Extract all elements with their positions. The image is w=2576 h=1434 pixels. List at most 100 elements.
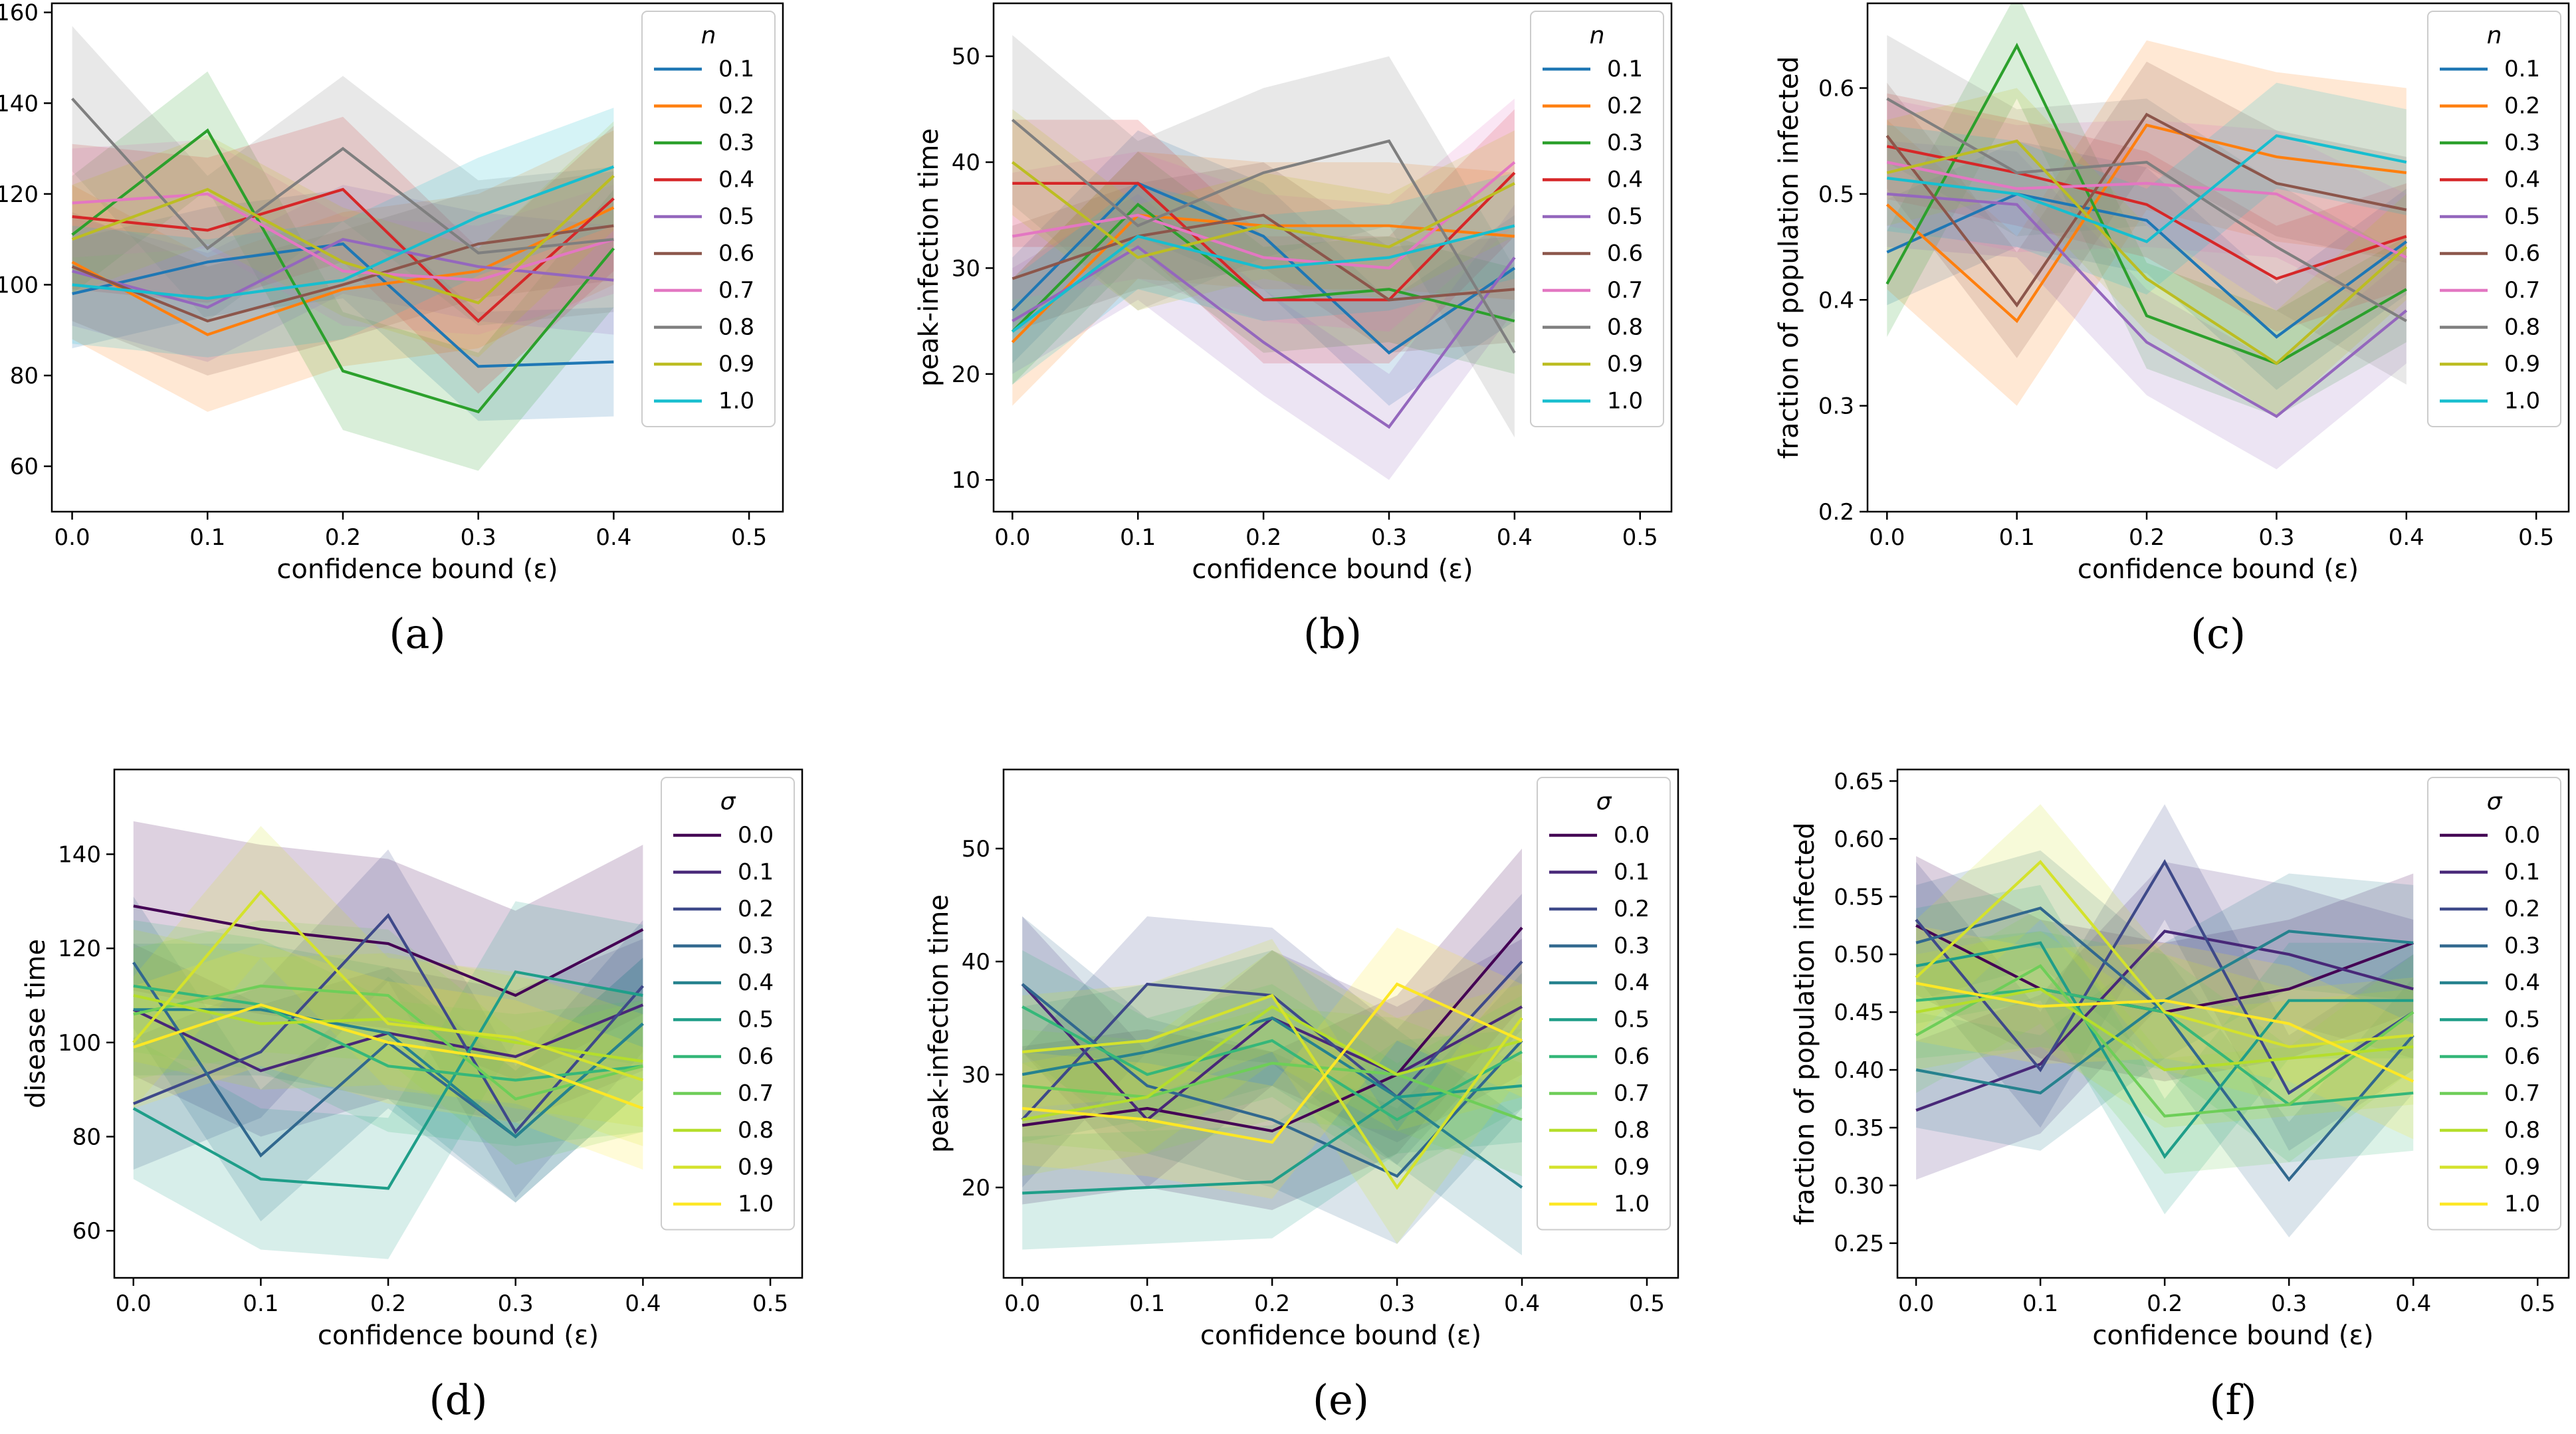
confidence-band-0.2 <box>133 849 643 1198</box>
confidence-band-0.8 <box>1916 931 2414 1128</box>
series-line-0.7 <box>1022 1061 1523 1121</box>
y-tick-label: 120 <box>0 181 39 208</box>
legend-label-0.5: 0.5 <box>2504 203 2540 230</box>
series-line-0.5 <box>72 237 614 309</box>
y-tick-label: 0.35 <box>1834 1115 1884 1142</box>
x-tick-label: 0.0 <box>994 524 1030 551</box>
legend-label-0.2: 0.2 <box>2504 93 2540 120</box>
legend: σ0.0 0.1 0.2 0.3 0.4 0.5 0.6 0.7 0.8 0.9 1.0 <box>661 777 795 1231</box>
confidence-band-0.4 <box>1887 93 2407 332</box>
legend-label-0.4: 0.4 <box>2504 970 2540 996</box>
plot-area <box>71 26 615 471</box>
x-tick-label: 0.1 <box>1129 1290 1165 1317</box>
series-line-0.9 <box>71 175 615 305</box>
y-tick-label: 20 <box>962 1175 990 1201</box>
legend-label-0.7: 0.7 <box>2504 1080 2540 1107</box>
legend-label-0.2: 0.2 <box>718 93 754 120</box>
series-line-0.8 <box>1915 987 2414 1072</box>
y-tick-label: 30 <box>962 1062 990 1088</box>
confidence-band-0.1 <box>133 939 643 1137</box>
y-tick-label: 0.6 <box>1818 76 1854 102</box>
x-tick-label: 0.4 <box>2389 524 2424 551</box>
x-tick-label: 0.5 <box>1629 1290 1665 1317</box>
series-line-1.0 <box>133 1003 644 1110</box>
confidence-band-0.3 <box>72 71 614 471</box>
legend-label-0.3: 0.3 <box>718 130 754 156</box>
series-line-0.9 <box>132 890 644 1082</box>
legend-label-0.9: 0.9 <box>718 351 754 377</box>
series-line-0.2 <box>1915 859 2415 1095</box>
plot-area <box>1021 849 1523 1255</box>
chart-panel-a: 0.0 0.1 0.2 0.3 0.4 0.5 60 80 100 120 140 160 confid… <box>0 0 784 658</box>
confidence-band-1.0 <box>133 944 643 1170</box>
series-line-0.8 <box>1011 118 1516 354</box>
y-tick-label: 0.55 <box>1834 884 1884 910</box>
legend-label-0.3: 0.3 <box>1607 130 1643 156</box>
legend-label-0.5: 0.5 <box>718 203 754 230</box>
axes-frame <box>1896 768 2570 1279</box>
confidence-band-0.2 <box>1887 40 2407 406</box>
legend-label-0.1: 0.1 <box>2504 859 2540 886</box>
legend-title: σ <box>2487 788 2503 815</box>
y-axis-label: disease time <box>21 939 51 1108</box>
confidence-band-0.9 <box>1012 109 1515 311</box>
y-tick-label: 10 <box>952 467 980 494</box>
confidence-band-0.5 <box>133 901 643 1259</box>
y-tick-label: 0.60 <box>1834 826 1884 853</box>
x-tick-label: 0.4 <box>1504 1290 1540 1317</box>
confidence-band-0.8 <box>1887 35 2407 385</box>
x-tick-label: 0.2 <box>325 524 361 551</box>
y-axis-label: peak-infection time <box>914 128 944 387</box>
legend: σ0.0 0.1 0.2 0.3 0.4 0.5 0.6 0.7 0.8 0.9 1.0 <box>2427 777 2561 1231</box>
x-tick-label: 0.3 <box>498 1290 534 1317</box>
series-line-0.5 <box>1887 192 2408 419</box>
y-tick-label: 140 <box>58 842 101 869</box>
series-line-0.5 <box>1022 1084 1523 1195</box>
confidence-band-0.7 <box>1916 908 2414 1174</box>
subfigure-caption: (d) <box>429 1376 487 1424</box>
series-line-0.7 <box>1012 161 1516 270</box>
legend-label-0.7: 0.7 <box>718 277 754 304</box>
x-tick-label: 0.3 <box>1371 524 1407 551</box>
plot-area <box>1885 3 2408 470</box>
legend-label-0.4: 0.4 <box>718 167 754 193</box>
series-line-0.8 <box>1886 97 2407 322</box>
x-tick-label: 0.0 <box>1869 524 1905 551</box>
series-line-0.7 <box>133 984 643 1101</box>
x-axis-label: confidence bound (ε) <box>2092 1320 2373 1351</box>
legend-label-0.3: 0.3 <box>738 933 774 960</box>
axes-frame <box>1866 2 2570 513</box>
confidence-band-0.9 <box>133 826 643 1146</box>
legend-label-0.9: 0.9 <box>1614 1154 1650 1181</box>
legend-label-0.2: 0.2 <box>2504 896 2540 922</box>
confidence-band-1.0 <box>72 108 614 358</box>
series-line-0.8 <box>1021 1005 1523 1122</box>
y-axis-label: fraction of population infected <box>1774 56 1804 459</box>
y-tick-label: 0.4 <box>1818 287 1854 314</box>
x-tick-label: 0.0 <box>1898 1290 1934 1317</box>
legend-label-0.8: 0.8 <box>1607 314 1643 341</box>
y-axis-label: peak-infection time <box>924 894 954 1153</box>
legend-box <box>661 777 795 1231</box>
legend-label-0.2: 0.2 <box>738 896 774 922</box>
series-line-0.3 <box>1885 43 2407 365</box>
series-line-0.5 <box>132 970 643 1190</box>
legend-label-0.4: 0.4 <box>1607 167 1643 193</box>
y-tick-label: 50 <box>952 44 980 70</box>
legend-label-0.1: 0.1 <box>2504 56 2540 82</box>
x-axis-label: confidence bound (ε) <box>318 1320 599 1351</box>
y-tick-label: 0.3 <box>1818 393 1854 420</box>
x-tick-label: 0.1 <box>243 1290 278 1317</box>
series-line-0.2 <box>71 206 615 336</box>
plot-area <box>1915 804 2415 1238</box>
legend-title: σ <box>720 788 736 815</box>
axes-frame <box>992 2 1673 513</box>
legend-label-0.3: 0.3 <box>2504 130 2540 156</box>
subfigure-caption: (b) <box>1303 609 1362 658</box>
x-tick-label: 0.5 <box>2520 1290 2555 1317</box>
legend: σ0.0 0.1 0.2 0.3 0.4 0.5 0.6 0.7 0.8 0.9 1.0 <box>1537 777 1671 1231</box>
legend-label-1.0: 1.0 <box>2504 388 2540 415</box>
series-line-0.7 <box>1886 161 2407 259</box>
chart-panel-e: 0.0 0.1 0.2 0.3 0.4 0.5 20 30 40 50 confidence bou… <box>924 768 1679 1424</box>
series-line-0.2 <box>133 913 644 1134</box>
